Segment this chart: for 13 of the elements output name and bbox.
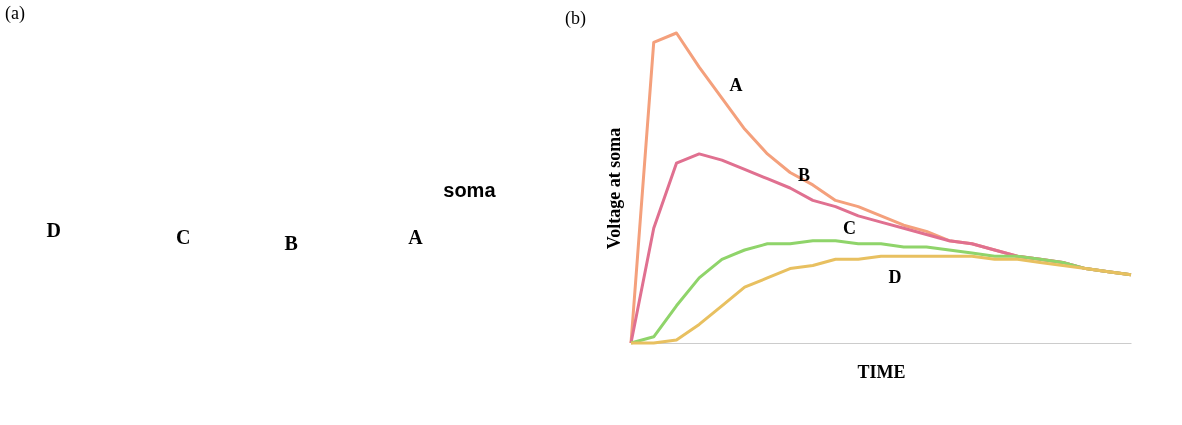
text: B <box>284 232 298 255</box>
text: soma <box>443 179 497 202</box>
text: (a) <box>5 3 25 24</box>
text: C <box>175 225 191 248</box>
text: A <box>408 225 424 248</box>
x-axis-title: TIME <box>857 361 906 382</box>
series-label: C <box>843 217 857 238</box>
text: D <box>46 219 61 241</box>
y-axis-title: Voltage at soma <box>603 127 624 250</box>
series-label: B <box>798 165 811 185</box>
series-label: A <box>729 75 743 96</box>
chart-title: (b) <box>565 7 586 29</box>
series-label: D <box>888 267 902 288</box>
